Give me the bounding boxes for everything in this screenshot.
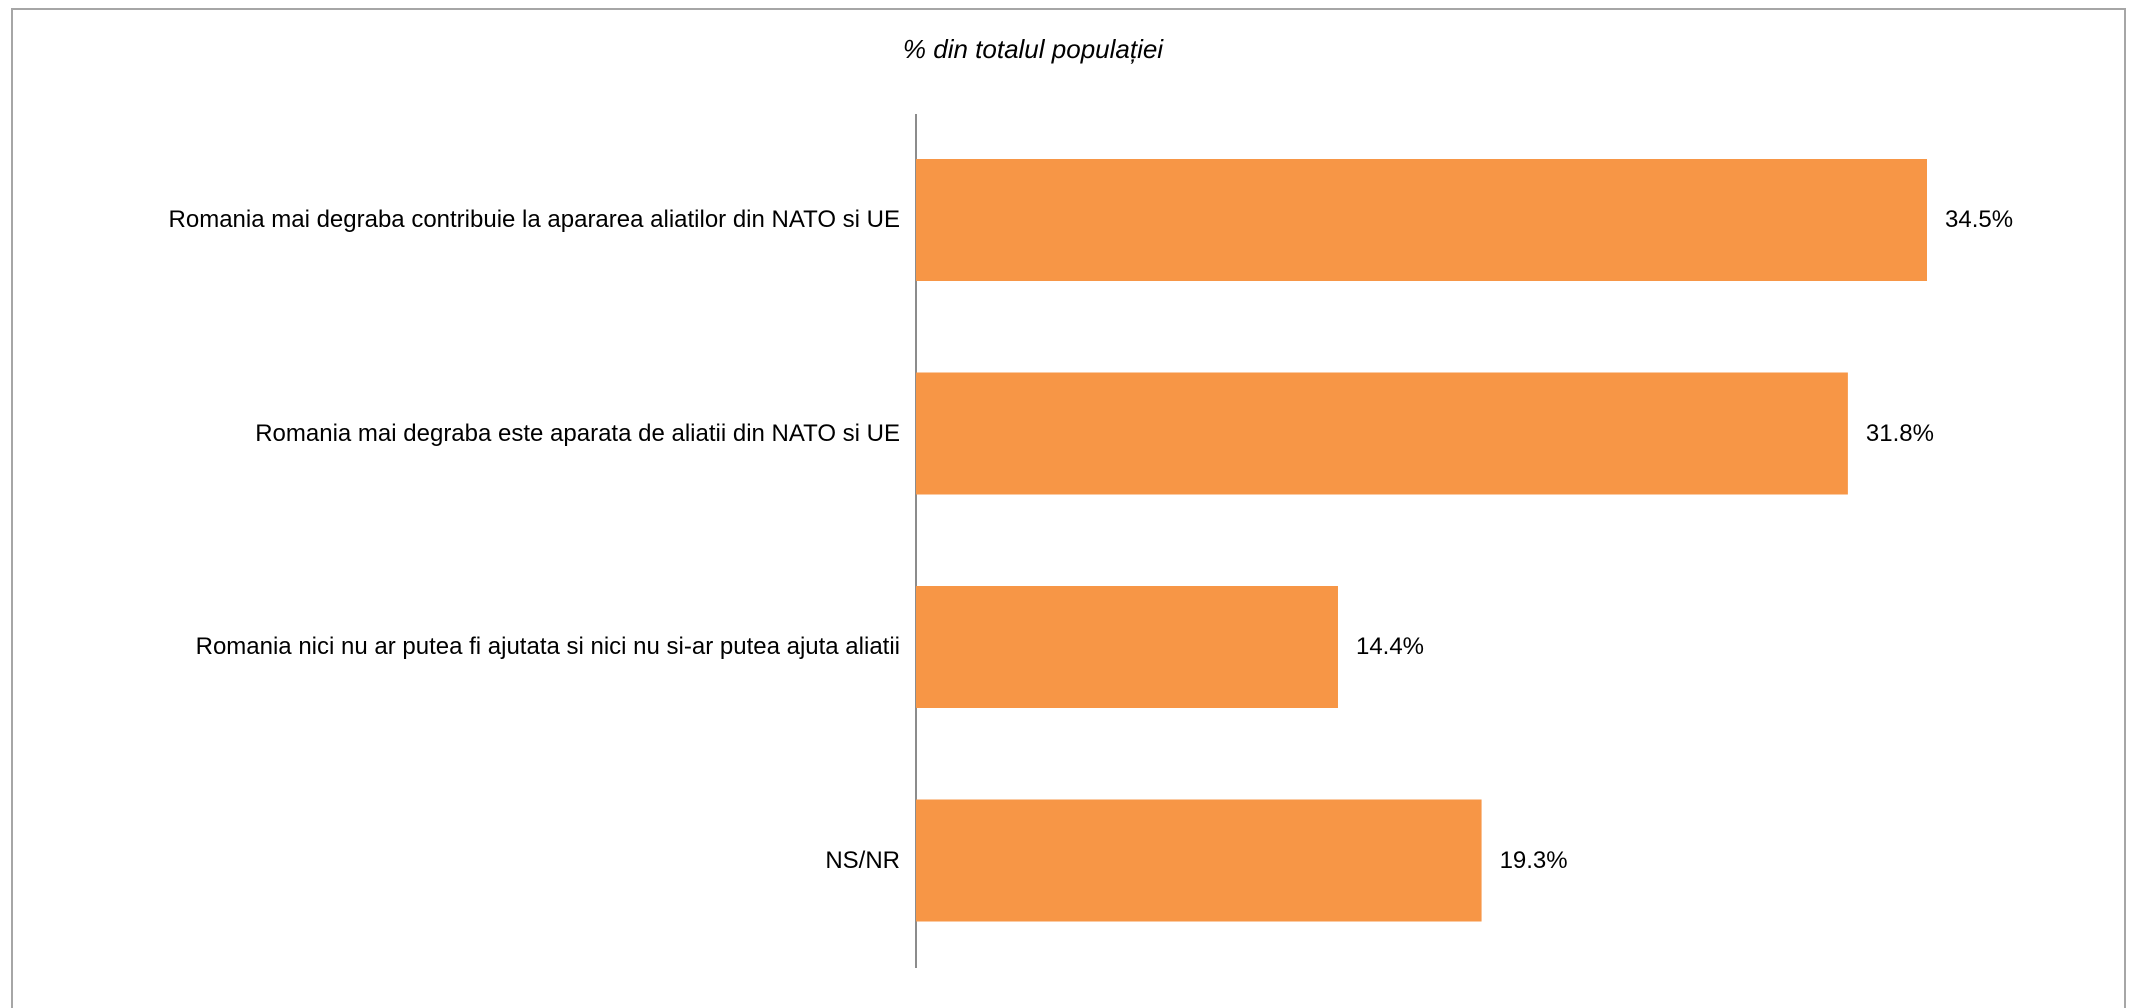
- bar: [916, 372, 1848, 495]
- category-label: NS/NR: [825, 846, 900, 874]
- value-label: 14.4%: [1355, 633, 1425, 660]
- chart-frame: [11, 8, 2126, 1008]
- value-label: 31.8%: [1865, 419, 1934, 447]
- chart-title: % din totalul populației: [902, 34, 1164, 64]
- category-label: Romania mai degraba contribuie la aparar…: [168, 205, 900, 233]
- value-label: 34.5%: [1945, 206, 2014, 233]
- value-label: 19.3%: [1499, 846, 1568, 874]
- bar: [916, 799, 1482, 922]
- category-label: Romania mai degraba este aparata de alia…: [255, 419, 900, 447]
- bar: [916, 159, 1927, 281]
- category-label: Romania nici nu ar putea fi ajutata si n…: [195, 632, 900, 660]
- bar: [916, 586, 1338, 708]
